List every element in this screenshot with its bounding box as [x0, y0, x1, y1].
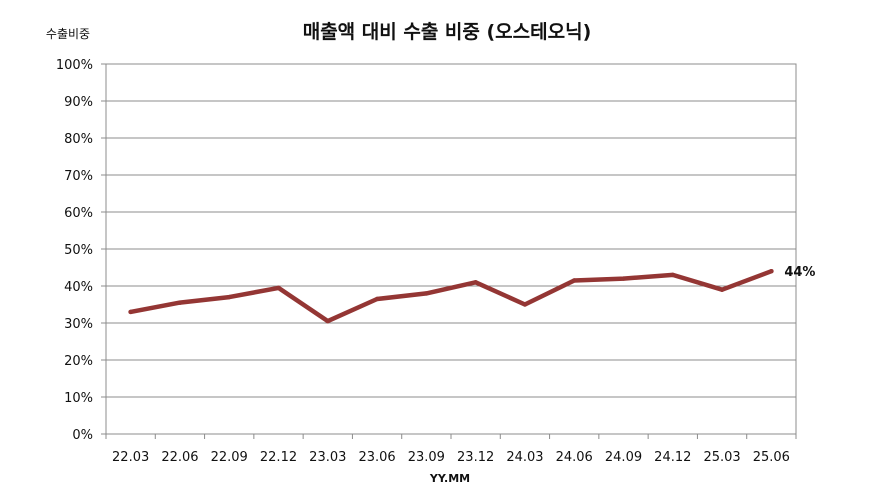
data-point — [177, 300, 183, 305]
series-line — [128, 268, 774, 324]
x-tick-label: 22.09 — [211, 450, 248, 465]
y-tick-label: 100% — [56, 58, 93, 73]
x-tick-label: 25.03 — [703, 450, 740, 465]
y-axis-label: 수출비중 — [46, 27, 90, 41]
data-point — [473, 280, 478, 285]
x-tick-label: 23.09 — [408, 450, 445, 465]
y-tick-label: 70% — [64, 169, 93, 184]
series — [128, 268, 774, 324]
x-tick-label: 23.12 — [457, 450, 494, 465]
gridlines — [101, 63, 797, 439]
data-point — [227, 294, 232, 300]
x-tick-label: 22.06 — [161, 450, 198, 465]
y-tick-labels: 0% 10% 20% 30% 40% 50% 60% 70% 80% 90% 100% — [56, 58, 93, 443]
y-tick-label: 0% — [72, 428, 93, 443]
data-point — [374, 296, 380, 302]
data-point — [769, 269, 774, 274]
y-tick-label: 50% — [64, 243, 93, 258]
x-tick-label: 22.12 — [260, 450, 297, 465]
y-tick-label: 20% — [64, 354, 93, 369]
data-point — [424, 291, 429, 296]
x-tick-label: 22.03 — [112, 450, 149, 465]
data-point — [276, 285, 281, 291]
x-tick-label: 24.06 — [556, 450, 593, 465]
data-point — [670, 272, 675, 278]
y-tick-label: 60% — [64, 206, 93, 221]
data-point — [621, 276, 626, 281]
y-tick-label: 30% — [64, 317, 93, 332]
plot-area-border — [105, 63, 797, 435]
x-tick-label: 23.03 — [309, 450, 346, 465]
chart-title: 매출액 대비 수출 비중 (오스테오닉) — [303, 21, 592, 43]
data-point — [522, 302, 528, 307]
x-tick-label: 25.06 — [753, 450, 790, 465]
x-tick-label: 24.12 — [654, 450, 691, 465]
y-tick-label: 90% — [64, 95, 93, 110]
x-axis-label: YY.MM — [429, 472, 470, 485]
data-labels: 44% — [784, 265, 815, 280]
data-point — [128, 309, 133, 315]
data-point — [325, 318, 330, 324]
x-tick-label: 24.09 — [605, 450, 642, 465]
x-tick-label: 23.06 — [358, 450, 395, 465]
data-point — [572, 278, 577, 283]
y-tick-label: 40% — [64, 280, 93, 295]
data-label: 44% — [784, 265, 815, 280]
x-tick-label: 24.03 — [506, 450, 543, 465]
x-tick-labels: 22.03 22.06 22.09 22.12 23.03 23.06 23.09 23.12… — [112, 450, 790, 465]
data-point — [719, 287, 725, 292]
y-tick-label: 80% — [64, 132, 93, 147]
y-tick-label: 10% — [64, 391, 93, 406]
